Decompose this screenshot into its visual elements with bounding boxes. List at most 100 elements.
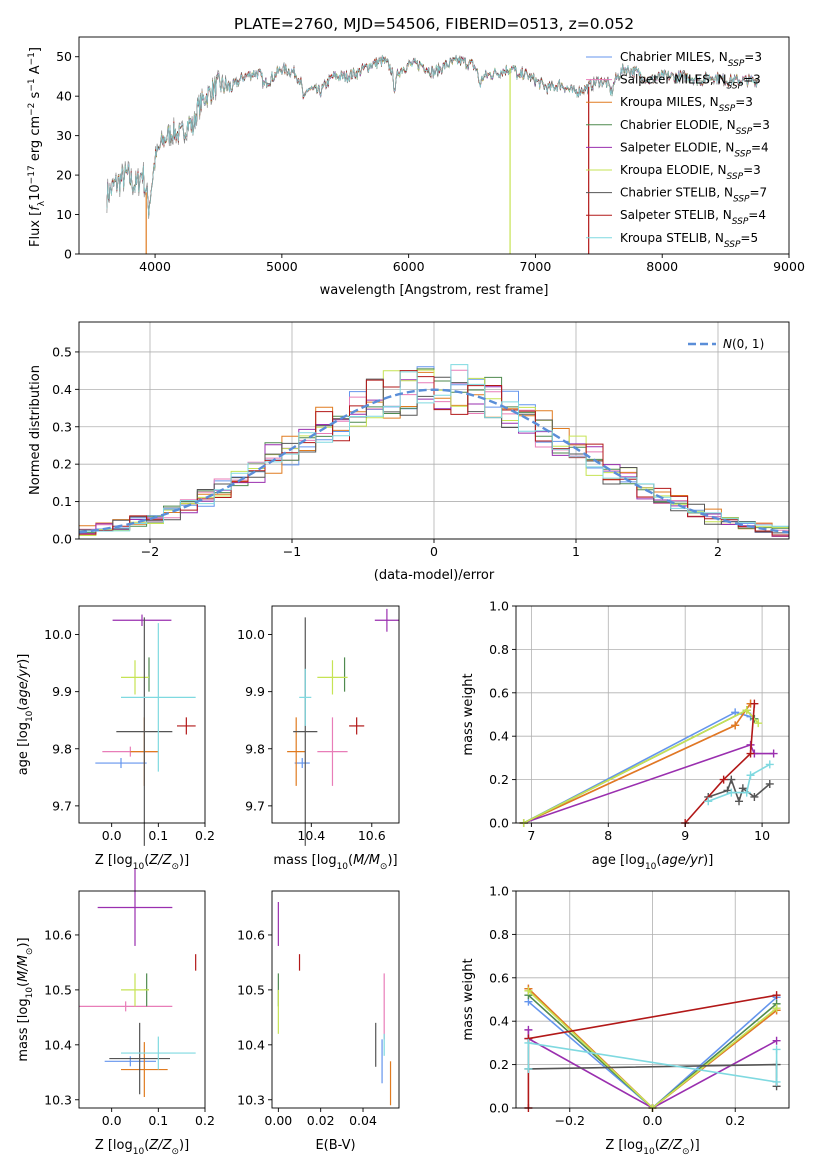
mass-weight-line (527, 1029, 777, 1109)
age_vs_mass-xtick-label: 10.4 (297, 828, 325, 843)
mass-weight-marker (772, 991, 781, 1000)
mass-weight-marker (704, 797, 713, 806)
mass_vs_Z-ytick-label: 10.3 (44, 1092, 72, 1107)
massweight_vs_age-xtick-label: 9 (681, 828, 689, 843)
x-axis-label: Z [log10(Z/Z⊙)] (605, 1138, 699, 1157)
mass-weight-marker (731, 708, 740, 717)
spectrum-xtick-label: 7000 (520, 259, 552, 274)
residuals-ytick-label: 0.4 (52, 382, 72, 397)
age_vs_Z-ytick-label: 9.9 (52, 684, 72, 699)
age_vs_mass-xtick-label: 10.6 (358, 828, 386, 843)
residuals-frame (78, 321, 790, 540)
spectrum-xtick-label: 5000 (266, 259, 298, 274)
mass-weight-marker (719, 775, 728, 784)
x-axis-label: Z [log10(Z/Z⊙)] (95, 1138, 189, 1157)
spectrum-xtick-label: 9000 (773, 259, 805, 274)
spectrum-ytick-label: 0 (64, 247, 72, 262)
residual-histogram (79, 364, 789, 532)
gaussian-curve (78, 388, 790, 534)
mass_vs_Z-xtick-label: 0.2 (195, 1113, 215, 1128)
residuals-ytick-label: 0.3 (52, 419, 72, 434)
y-axis-label: Flux [fλ10−17 erg cm−2 s−1 A−1] (27, 47, 47, 247)
spectrum-ytick-label: 30 (56, 128, 72, 143)
residuals-ytick-label: 0.0 (52, 532, 72, 547)
mass_vs_Z-frame (78, 890, 206, 1109)
age_vs_Z-ytick-label: 9.7 (52, 798, 72, 813)
spectrum-ytick-label: 50 (56, 49, 72, 64)
age_vs_Z-xtick-label: 0.1 (148, 828, 168, 843)
mass_vs_ebv-ytick-label: 10.3 (237, 1092, 265, 1107)
legend-entry: Chabrier ELODIE, NSSP=3 (620, 118, 770, 137)
spectrum-xtick-label: 6000 (393, 259, 425, 274)
x-axis-label: Z [log10(Z/Z⊙)] (95, 853, 189, 872)
massweight_vs_Z-xtick-label: 0.2 (725, 1113, 745, 1128)
massweight_vs_Z-ytick-label: 0.4 (489, 1014, 509, 1029)
mass-weight-marker (731, 721, 740, 730)
spectrum-xtick-label: 4000 (139, 259, 171, 274)
age_vs_mass-ytick-label: 10.0 (237, 627, 265, 642)
legend-entry: Salpeter ELODIE, NSSP=4 (620, 140, 769, 159)
mass-weight-marker (738, 784, 747, 793)
mass-weight-marker (746, 749, 755, 758)
massweight_vs_age-xtick-label: 7 (527, 828, 535, 843)
mass_vs_Z-xtick-label: 0.1 (148, 1113, 168, 1128)
massweight_vs_Z-ytick-label: 0.6 (489, 970, 509, 985)
massweight_vs_age-ytick-label: 0.4 (489, 729, 509, 744)
mass-weight-marker (524, 986, 533, 995)
legend-entry: Chabrier MILES, NSSP=3 (620, 50, 762, 69)
mass-weight-line (708, 763, 771, 803)
massweight_vs_Z-ytick-label: 0.2 (489, 1057, 509, 1072)
mass-weight-marker (727, 788, 736, 797)
mass-weight-marker (750, 699, 759, 708)
residuals-ytick-label: 0.2 (52, 457, 72, 472)
mass-weight-marker (524, 1025, 533, 1034)
mass_vs_ebv-xtick-label: 0.04 (349, 1113, 377, 1128)
x-axis-label: E(B-V) (315, 1138, 355, 1153)
mass-weight-marker (750, 792, 759, 801)
y-axis-label: age [log10(age/yr)] (16, 654, 35, 776)
mass_vs_ebv-ytick-label: 10.4 (237, 1037, 265, 1052)
residuals-xtick-label: 2 (714, 544, 722, 559)
massweight_vs_Z-frame (515, 890, 790, 1109)
massweight_vs_Z-xtick-label: 0.0 (643, 1113, 663, 1128)
mass-weight-marker (765, 779, 774, 788)
legend-entry: Kroupa MILES, NSSP=3 (620, 95, 753, 114)
y-axis-label: mass weight (461, 673, 476, 755)
spectrum-ytick-label: 10 (56, 207, 72, 222)
mass-weight-marker (727, 775, 736, 784)
age_vs_mass-frame (271, 605, 400, 824)
mass_vs_ebv-xtick-label: 0.02 (307, 1113, 335, 1128)
residuals-xtick-label: 0 (430, 544, 438, 559)
legend-entry: Salpeter STELIB, NSSP=4 (620, 208, 766, 227)
age_vs_mass-ytick-label: 9.8 (245, 741, 265, 756)
massweight_vs_age-frame (515, 605, 790, 824)
mass-weight-marker (772, 1045, 781, 1054)
mass-weight-marker (754, 719, 763, 728)
x-axis-label: wavelength [Angstrom, rest frame] (320, 283, 549, 298)
massweight_vs_age-ytick-label: 0.0 (489, 816, 509, 831)
mass-weight-marker (742, 788, 751, 797)
mass-weight-marker (735, 797, 744, 806)
mass_vs_Z-ytick-label: 10.5 (44, 982, 72, 997)
massweight_vs_Z-ytick-label: 1.0 (489, 884, 509, 899)
age_vs_mass-ytick-label: 9.9 (245, 684, 265, 699)
mass_vs_ebv-ytick-label: 10.6 (237, 927, 265, 942)
mass_vs_ebv-frame (271, 890, 400, 1109)
mass_vs_Z-ytick-label: 10.4 (44, 1037, 72, 1052)
mass-weight-marker (746, 771, 755, 780)
massweight_vs_age-ytick-label: 0.2 (489, 772, 509, 787)
mass-weight-marker (742, 706, 751, 715)
legend-entry: Kroupa ELODIE, NSSP=3 (620, 163, 761, 182)
mass-weight-marker (772, 1004, 781, 1013)
mass-weight-marker (524, 1038, 533, 1047)
mass_vs_Z-ytick-label: 10.6 (44, 927, 72, 942)
mass-weight-line (523, 743, 774, 824)
massweight_vs_Z-ytick-label: 0.0 (489, 1101, 509, 1116)
y-axis-label: mass weight (461, 958, 476, 1040)
age_vs_Z-ytick-label: 9.8 (52, 741, 72, 756)
massweight_vs_age-xtick-label: 8 (604, 828, 612, 843)
massweight_vs_age-ytick-label: 1.0 (489, 599, 509, 614)
x-axis-label: mass [log10(M/M⊙)] (273, 853, 397, 872)
mass_vs_ebv-ytick-label: 10.5 (237, 982, 265, 997)
